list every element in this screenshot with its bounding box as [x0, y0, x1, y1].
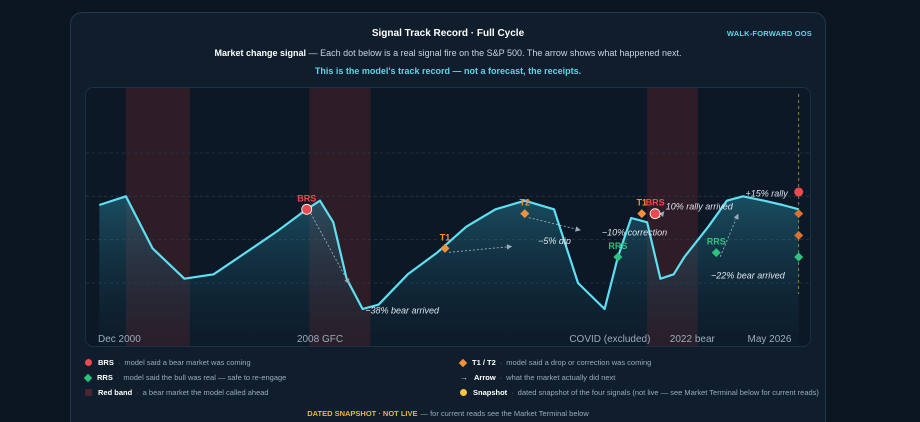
orange-diamond-icon: [458, 358, 468, 367]
yellow-dot-icon: [460, 389, 467, 396]
signal-label-3: RRS: [608, 241, 627, 251]
legend-rrs-key: RRS: [97, 373, 113, 382]
snapshot-diamond-3: [794, 252, 804, 262]
legend-t-desc: model said a drop or correction was comi…: [506, 358, 652, 367]
legend-sep: ·: [136, 388, 139, 397]
legend-snap-desc: dated snapshot of the four signals (not …: [517, 388, 819, 397]
card-subtitle: Market change signal — Each dot below is…: [71, 48, 825, 58]
rrs-signal-diamond-6: [711, 248, 721, 258]
signal-label-1: T1: [440, 232, 451, 242]
legend-sep: ·: [116, 373, 120, 382]
x-tick-label-0: Dec 2000: [98, 334, 141, 345]
x-tick-label-4: May 2026: [747, 334, 791, 345]
legend-sep: ·: [117, 358, 121, 367]
outcome-label-1: −5% dip: [538, 236, 571, 246]
legend-rrs: RRS · model said the bull was real — saf…: [83, 373, 287, 382]
legend-sep: ·: [499, 373, 503, 382]
outcome-arrow-0: [310, 213, 350, 285]
legend-band-desc: a bear market the model called ahead: [142, 388, 269, 397]
legend-arrow: → Arrow · what the market actually did n…: [460, 373, 615, 382]
chart-plot-area: BRS T1 T2 RRS T1 BRS RRS −38% bear arrived −5% …: [85, 87, 811, 347]
legend-band: Red band · a bear market the model calle…: [85, 388, 269, 397]
outcome-label-0: −38% bear arrived: [365, 305, 440, 315]
red-band-swatch-icon: [85, 389, 92, 396]
brs-signal-dot-0: [301, 203, 313, 215]
x-tick-label-2: COVID (excluded): [569, 334, 650, 345]
outcome-label-5: +15% rally: [746, 188, 789, 198]
track-record-card: Signal Track Record · Full Cycle WALK-FO…: [70, 12, 826, 422]
green-diamond-icon: [83, 373, 93, 382]
footer-key: DATED SNAPSHOT · NOT LIVE: [307, 409, 418, 418]
legend-brs-desc: model said a bear market was coming: [124, 358, 251, 367]
t2-signal-diamond-2: [520, 209, 530, 219]
snapshot-footer: DATED SNAPSHOT · NOT LIVE — for current r…: [71, 409, 825, 418]
legend-brs-key: BRS: [98, 358, 114, 367]
card-title: Signal Track Record · Full Cycle: [371, 28, 525, 39]
outcome-label-3: 10% rally arrived: [666, 201, 734, 211]
outcome-arrow-3: [658, 211, 665, 218]
legend-t-key: T1 / T2: [472, 358, 496, 367]
brs-signal-dot-5: [649, 208, 661, 220]
snapshot-brs-dot: [794, 187, 804, 197]
walk-forward-badge: WALK-FORWARD OOS: [726, 29, 812, 38]
outcome-arrow-2: [528, 217, 581, 232]
price-line: [98, 195, 799, 311]
snapshot-diamond-1: [794, 209, 804, 219]
legend-band-key: Red band: [98, 388, 133, 397]
signal-label-5: BRS: [646, 198, 665, 208]
red-dot-icon: [85, 359, 92, 366]
arrow-icon: →: [460, 373, 468, 382]
signal-label-4: T1: [637, 198, 648, 208]
legend-arrow-key: Arrow: [474, 373, 496, 382]
t1-signal-diamond-1: [440, 243, 450, 253]
legend-arrow-desc: what the market actually did next: [506, 373, 616, 382]
legend-brs: BRS · model said a bear market was comin…: [85, 358, 251, 367]
subtitle-rest: — Each dot below is a real signal fire o…: [306, 48, 682, 58]
t1-signal-diamond-4: [637, 209, 647, 219]
outcome-arrow-1: [448, 244, 513, 253]
rrs-signal-diamond-3: [613, 252, 623, 262]
x-tick-label-3: 2022 bear: [670, 334, 716, 345]
card-tagline: This is the model's track record — not a…: [314, 66, 582, 76]
legend-rrs-desc: model said the bull was real — safe to r…: [123, 373, 287, 382]
signal-label-6: RRS: [707, 237, 726, 247]
signal-label-2: T2: [520, 198, 531, 208]
subtitle-bold: Market change signal: [214, 48, 307, 58]
outcome-label-2: −10% correction: [602, 227, 667, 237]
signal-label-0: BRS: [297, 193, 316, 203]
outcome-label-4: −22% bear arrived: [711, 271, 786, 281]
footer-rest: — for current reads see the Market Termi…: [420, 409, 589, 418]
snapshot-diamond-2: [794, 230, 804, 240]
legend-snap-key: Snapshot: [473, 388, 508, 397]
legend-sep: ·: [511, 388, 514, 397]
legend-t: T1 / T2 · model said a drop or correctio…: [458, 358, 652, 367]
legend-sep: ·: [499, 358, 503, 367]
legend-snapshot: Snapshot · dated snapshot of the four si…: [460, 388, 819, 397]
x-tick-label-1: 2008 GFC: [297, 334, 343, 345]
